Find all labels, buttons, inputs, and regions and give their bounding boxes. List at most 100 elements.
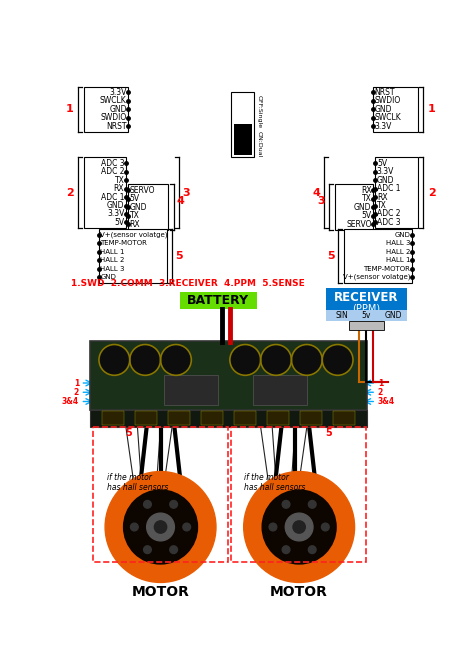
- Circle shape: [144, 546, 151, 553]
- Text: 1: 1: [66, 105, 73, 115]
- Text: RECEIVER: RECEIVER: [334, 291, 399, 304]
- Bar: [335, 184, 373, 230]
- Text: ADC 1: ADC 1: [377, 184, 401, 193]
- Text: 4: 4: [177, 196, 184, 206]
- Text: NRST: NRST: [106, 122, 127, 131]
- Text: 5V: 5V: [130, 194, 140, 203]
- Text: 1: 1: [73, 379, 79, 387]
- Text: SERVO: SERVO: [346, 220, 372, 228]
- Circle shape: [309, 546, 316, 553]
- Circle shape: [292, 344, 322, 375]
- Text: RX: RX: [377, 192, 388, 202]
- Text: TX: TX: [130, 211, 140, 220]
- Bar: [234, 125, 252, 155]
- Bar: [83, 86, 128, 132]
- Bar: [128, 184, 168, 230]
- Circle shape: [285, 513, 313, 541]
- Bar: [300, 411, 321, 425]
- Bar: [349, 321, 384, 330]
- Text: ADC 1: ADC 1: [101, 192, 124, 202]
- Bar: [333, 411, 355, 425]
- Bar: [90, 410, 367, 427]
- Bar: [135, 411, 156, 425]
- Circle shape: [183, 523, 191, 531]
- Text: 1: 1: [378, 379, 383, 387]
- Text: 3: 3: [182, 188, 190, 198]
- Text: GND: GND: [384, 311, 402, 320]
- Bar: [373, 86, 418, 132]
- Bar: [168, 411, 190, 425]
- Text: 4: 4: [313, 188, 321, 198]
- Text: 3.3V: 3.3V: [107, 210, 124, 218]
- Text: 2: 2: [73, 388, 79, 397]
- Text: (PPM): (PPM): [353, 304, 381, 314]
- Text: RX: RX: [130, 220, 140, 228]
- Text: SWCLK: SWCLK: [100, 96, 127, 105]
- Circle shape: [155, 521, 167, 533]
- Text: SWCLK: SWCLK: [374, 113, 401, 122]
- Text: TEMP-MOTOR: TEMP-MOTOR: [100, 241, 147, 247]
- Circle shape: [322, 344, 353, 375]
- Text: if the motor
has hall sensors: if the motor has hall sensors: [107, 473, 168, 492]
- Text: HALL 3: HALL 3: [100, 266, 125, 271]
- Text: 3.3V: 3.3V: [109, 88, 127, 97]
- Text: 3&4: 3&4: [378, 397, 395, 406]
- Text: 5: 5: [175, 251, 183, 261]
- Circle shape: [282, 546, 290, 553]
- Text: NRST: NRST: [374, 88, 395, 97]
- Text: 3.3V: 3.3V: [377, 167, 394, 176]
- Text: 5V: 5V: [361, 211, 372, 220]
- Text: if the motor
has hall sensors: if the motor has hall sensors: [244, 473, 305, 492]
- Circle shape: [170, 500, 177, 508]
- Circle shape: [161, 344, 191, 375]
- Text: SWDIO: SWDIO: [100, 113, 127, 122]
- Text: 2: 2: [378, 388, 383, 397]
- Circle shape: [130, 523, 138, 531]
- Bar: [99, 229, 167, 283]
- Circle shape: [293, 521, 305, 533]
- Circle shape: [282, 500, 290, 508]
- Bar: [326, 310, 407, 321]
- Text: 3.3V: 3.3V: [374, 122, 392, 131]
- Text: ON:Dual: ON:Dual: [257, 131, 262, 157]
- Circle shape: [99, 344, 130, 375]
- Text: 1: 1: [428, 105, 436, 115]
- Bar: [231, 427, 366, 561]
- Text: 5V: 5V: [114, 218, 124, 227]
- Text: GND: GND: [100, 274, 116, 280]
- Text: GND: GND: [107, 201, 124, 210]
- Bar: [344, 229, 411, 283]
- Text: GND: GND: [374, 105, 392, 114]
- Text: V+(sensor volatge): V+(sensor volatge): [343, 274, 410, 280]
- Text: BATTERY: BATTERY: [187, 294, 249, 307]
- Text: ADC 3: ADC 3: [377, 218, 401, 227]
- Bar: [180, 292, 257, 309]
- Text: 3&4: 3&4: [62, 397, 79, 406]
- Bar: [231, 92, 255, 157]
- Text: GND: GND: [109, 105, 127, 114]
- Text: GND: GND: [394, 232, 410, 238]
- Circle shape: [269, 523, 277, 531]
- Text: HALL 1: HALL 1: [385, 257, 410, 263]
- Text: HALL 3: HALL 3: [385, 241, 410, 247]
- Bar: [267, 411, 289, 425]
- Text: V+(sensor volatge): V+(sensor volatge): [100, 232, 168, 238]
- Bar: [164, 375, 219, 405]
- Circle shape: [144, 500, 151, 508]
- Text: SERVO: SERVO: [130, 186, 155, 194]
- Text: 2: 2: [66, 188, 73, 198]
- Text: SIN: SIN: [335, 311, 348, 320]
- Circle shape: [321, 523, 329, 531]
- Circle shape: [309, 500, 316, 508]
- Circle shape: [261, 344, 292, 375]
- Text: TX: TX: [362, 194, 372, 203]
- Text: HALL 1: HALL 1: [100, 249, 125, 255]
- Text: MOTOR: MOTOR: [270, 585, 328, 599]
- Text: 5: 5: [125, 428, 132, 438]
- Text: ADC 2: ADC 2: [101, 167, 124, 176]
- Text: GND: GND: [377, 176, 394, 185]
- Text: 5V: 5V: [377, 159, 387, 168]
- Text: GND: GND: [354, 202, 372, 212]
- Bar: [90, 340, 367, 410]
- Text: ADC 3: ADC 3: [100, 159, 124, 168]
